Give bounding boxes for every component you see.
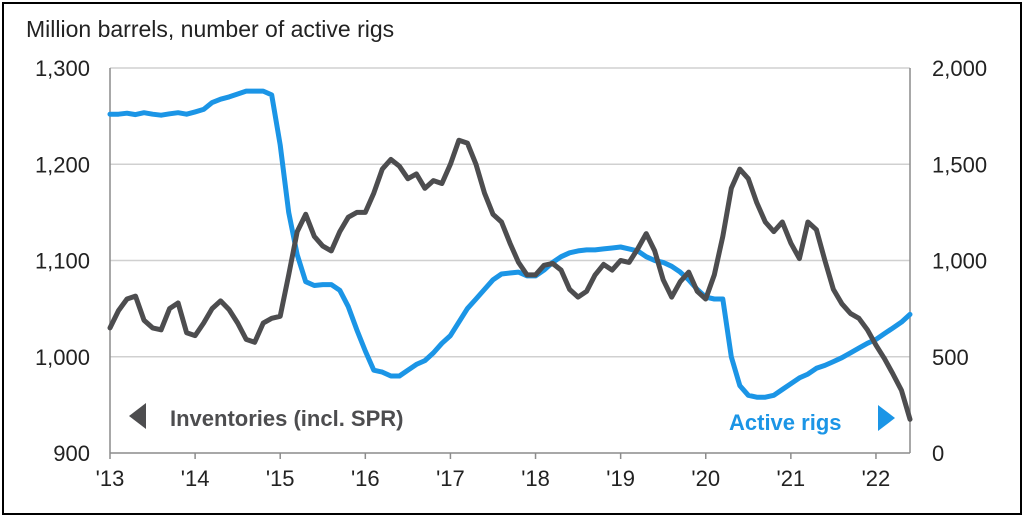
right-y-tick-label: 1,500 <box>932 152 987 177</box>
x-tick-label: '14 <box>181 466 210 491</box>
annotations: Inventories (incl. SPR) Active rigs <box>129 403 895 435</box>
active-rigs-annotation-label: Active rigs <box>729 410 842 435</box>
left-y-tick-label: 1,000 <box>35 345 90 370</box>
chart-title: Million barrels, number of active rigs <box>26 16 394 42</box>
x-tick-label: '22 <box>862 466 891 491</box>
left-y-tick-label: 900 <box>53 441 90 466</box>
series-lines <box>107 88 913 422</box>
right-arrow-icon <box>878 405 895 431</box>
x-tick-label: '17 <box>436 466 465 491</box>
x-tick-label: '20 <box>691 466 720 491</box>
right-y-tick-label: 1,000 <box>932 249 987 274</box>
gridlines <box>110 67 910 358</box>
right-y-tick-label: 2,000 <box>932 56 987 81</box>
axes: 900 1,000 1,100 1,200 1,300 0 500 1,000 1,500 2,0… <box>35 56 987 491</box>
x-tick-label: '19 <box>606 466 635 491</box>
right-y-tick-label: 0 <box>932 441 944 466</box>
active-rigs-series-line <box>107 88 913 400</box>
inventories-series-line <box>107 137 913 422</box>
left-arrow-icon <box>129 403 146 429</box>
left-y-tick-label: 1,300 <box>35 56 90 81</box>
x-tick-label: '21 <box>777 466 806 491</box>
x-tick-label: '13 <box>96 466 125 491</box>
left-y-tick-label: 1,100 <box>35 249 90 274</box>
left-y-tick-label: 1,200 <box>35 152 90 177</box>
inventories-annotation-label: Inventories (incl. SPR) <box>170 406 404 431</box>
x-tick-label: '18 <box>521 466 550 491</box>
x-tick-label: '16 <box>351 466 380 491</box>
right-y-tick-label: 500 <box>932 345 969 370</box>
x-tick-label: '15 <box>266 466 295 491</box>
chart-svg: Million barrels, number of active rigs 9… <box>26 16 987 491</box>
